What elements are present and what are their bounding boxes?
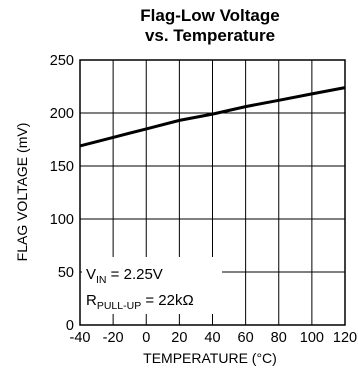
y-tick-label: 250 bbox=[50, 53, 74, 69]
x-tick-label: 80 bbox=[271, 330, 287, 346]
x-tick-label: 60 bbox=[238, 330, 254, 346]
series-line bbox=[79, 86, 346, 148]
x-tick-label: 100 bbox=[300, 330, 324, 346]
y-tick-label: 150 bbox=[50, 159, 74, 175]
x-axis-label: TEMPERATURE (°C) bbox=[143, 350, 277, 366]
conditions-annotation: VIN = 2.25V RPULL-UP = 22kΩ bbox=[82, 257, 222, 314]
y-axis-label: FLAG VOLTAGE (mV) bbox=[14, 123, 30, 262]
x-tick-label: 20 bbox=[171, 330, 187, 346]
x-tick-label: 0 bbox=[142, 330, 150, 346]
y-tick-label: 200 bbox=[50, 106, 74, 122]
x-tick-label: 40 bbox=[204, 330, 220, 346]
annotation-background bbox=[82, 257, 222, 314]
chart-title-line2: vs. Temperature bbox=[145, 26, 275, 45]
x-tick-labels: -40 -20 0 20 40 60 80 100 120 bbox=[70, 330, 358, 346]
chart-title-line1: Flag-Low Voltage bbox=[140, 6, 279, 25]
y-tick-labels: 0 50 100 150 200 250 bbox=[50, 53, 74, 334]
y-tick-label: 50 bbox=[58, 265, 74, 281]
x-tick-label: -40 bbox=[70, 330, 91, 346]
annotation-rpullup: RPULL-UP = 22kΩ bbox=[86, 292, 194, 312]
x-tick-label: 120 bbox=[333, 330, 357, 346]
x-tick-label: -20 bbox=[103, 330, 124, 346]
plot-frame bbox=[79, 59, 346, 326]
y-tick-label: 0 bbox=[66, 318, 74, 334]
y-tick-label: 100 bbox=[50, 212, 74, 228]
grid-lines bbox=[80, 60, 345, 325]
annotation-vin: VIN = 2.25V bbox=[86, 266, 163, 286]
